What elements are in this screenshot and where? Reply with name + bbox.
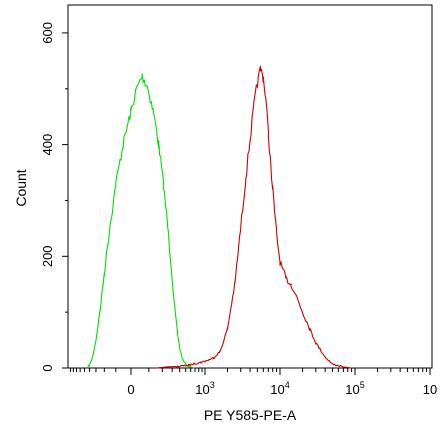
x-tick-label: 0 — [127, 382, 134, 397]
x-axis-title: PE Y585-PE-A — [204, 407, 297, 423]
plot-frame — [67, 4, 433, 369]
series-line-0 — [86, 73, 196, 369]
x-tick-label: 10 — [423, 382, 437, 397]
x-tick-label: 103 — [195, 380, 214, 397]
y-axis: 0 200 400 600 — [40, 22, 68, 372]
series-layer — [86, 65, 352, 369]
y-tick-label-200: 200 — [40, 245, 55, 267]
y-axis-title: Count — [13, 169, 29, 206]
y-tick-label-600: 600 — [40, 22, 55, 44]
x-axis: 0 103 104 105 10 — [70, 368, 437, 397]
y-tick-label-0: 0 — [40, 364, 55, 371]
x-tick-label: 104 — [270, 380, 289, 397]
series-line-1 — [156, 65, 352, 369]
x-tick-label: 105 — [345, 380, 364, 397]
y-tick-label-400: 400 — [40, 134, 55, 156]
